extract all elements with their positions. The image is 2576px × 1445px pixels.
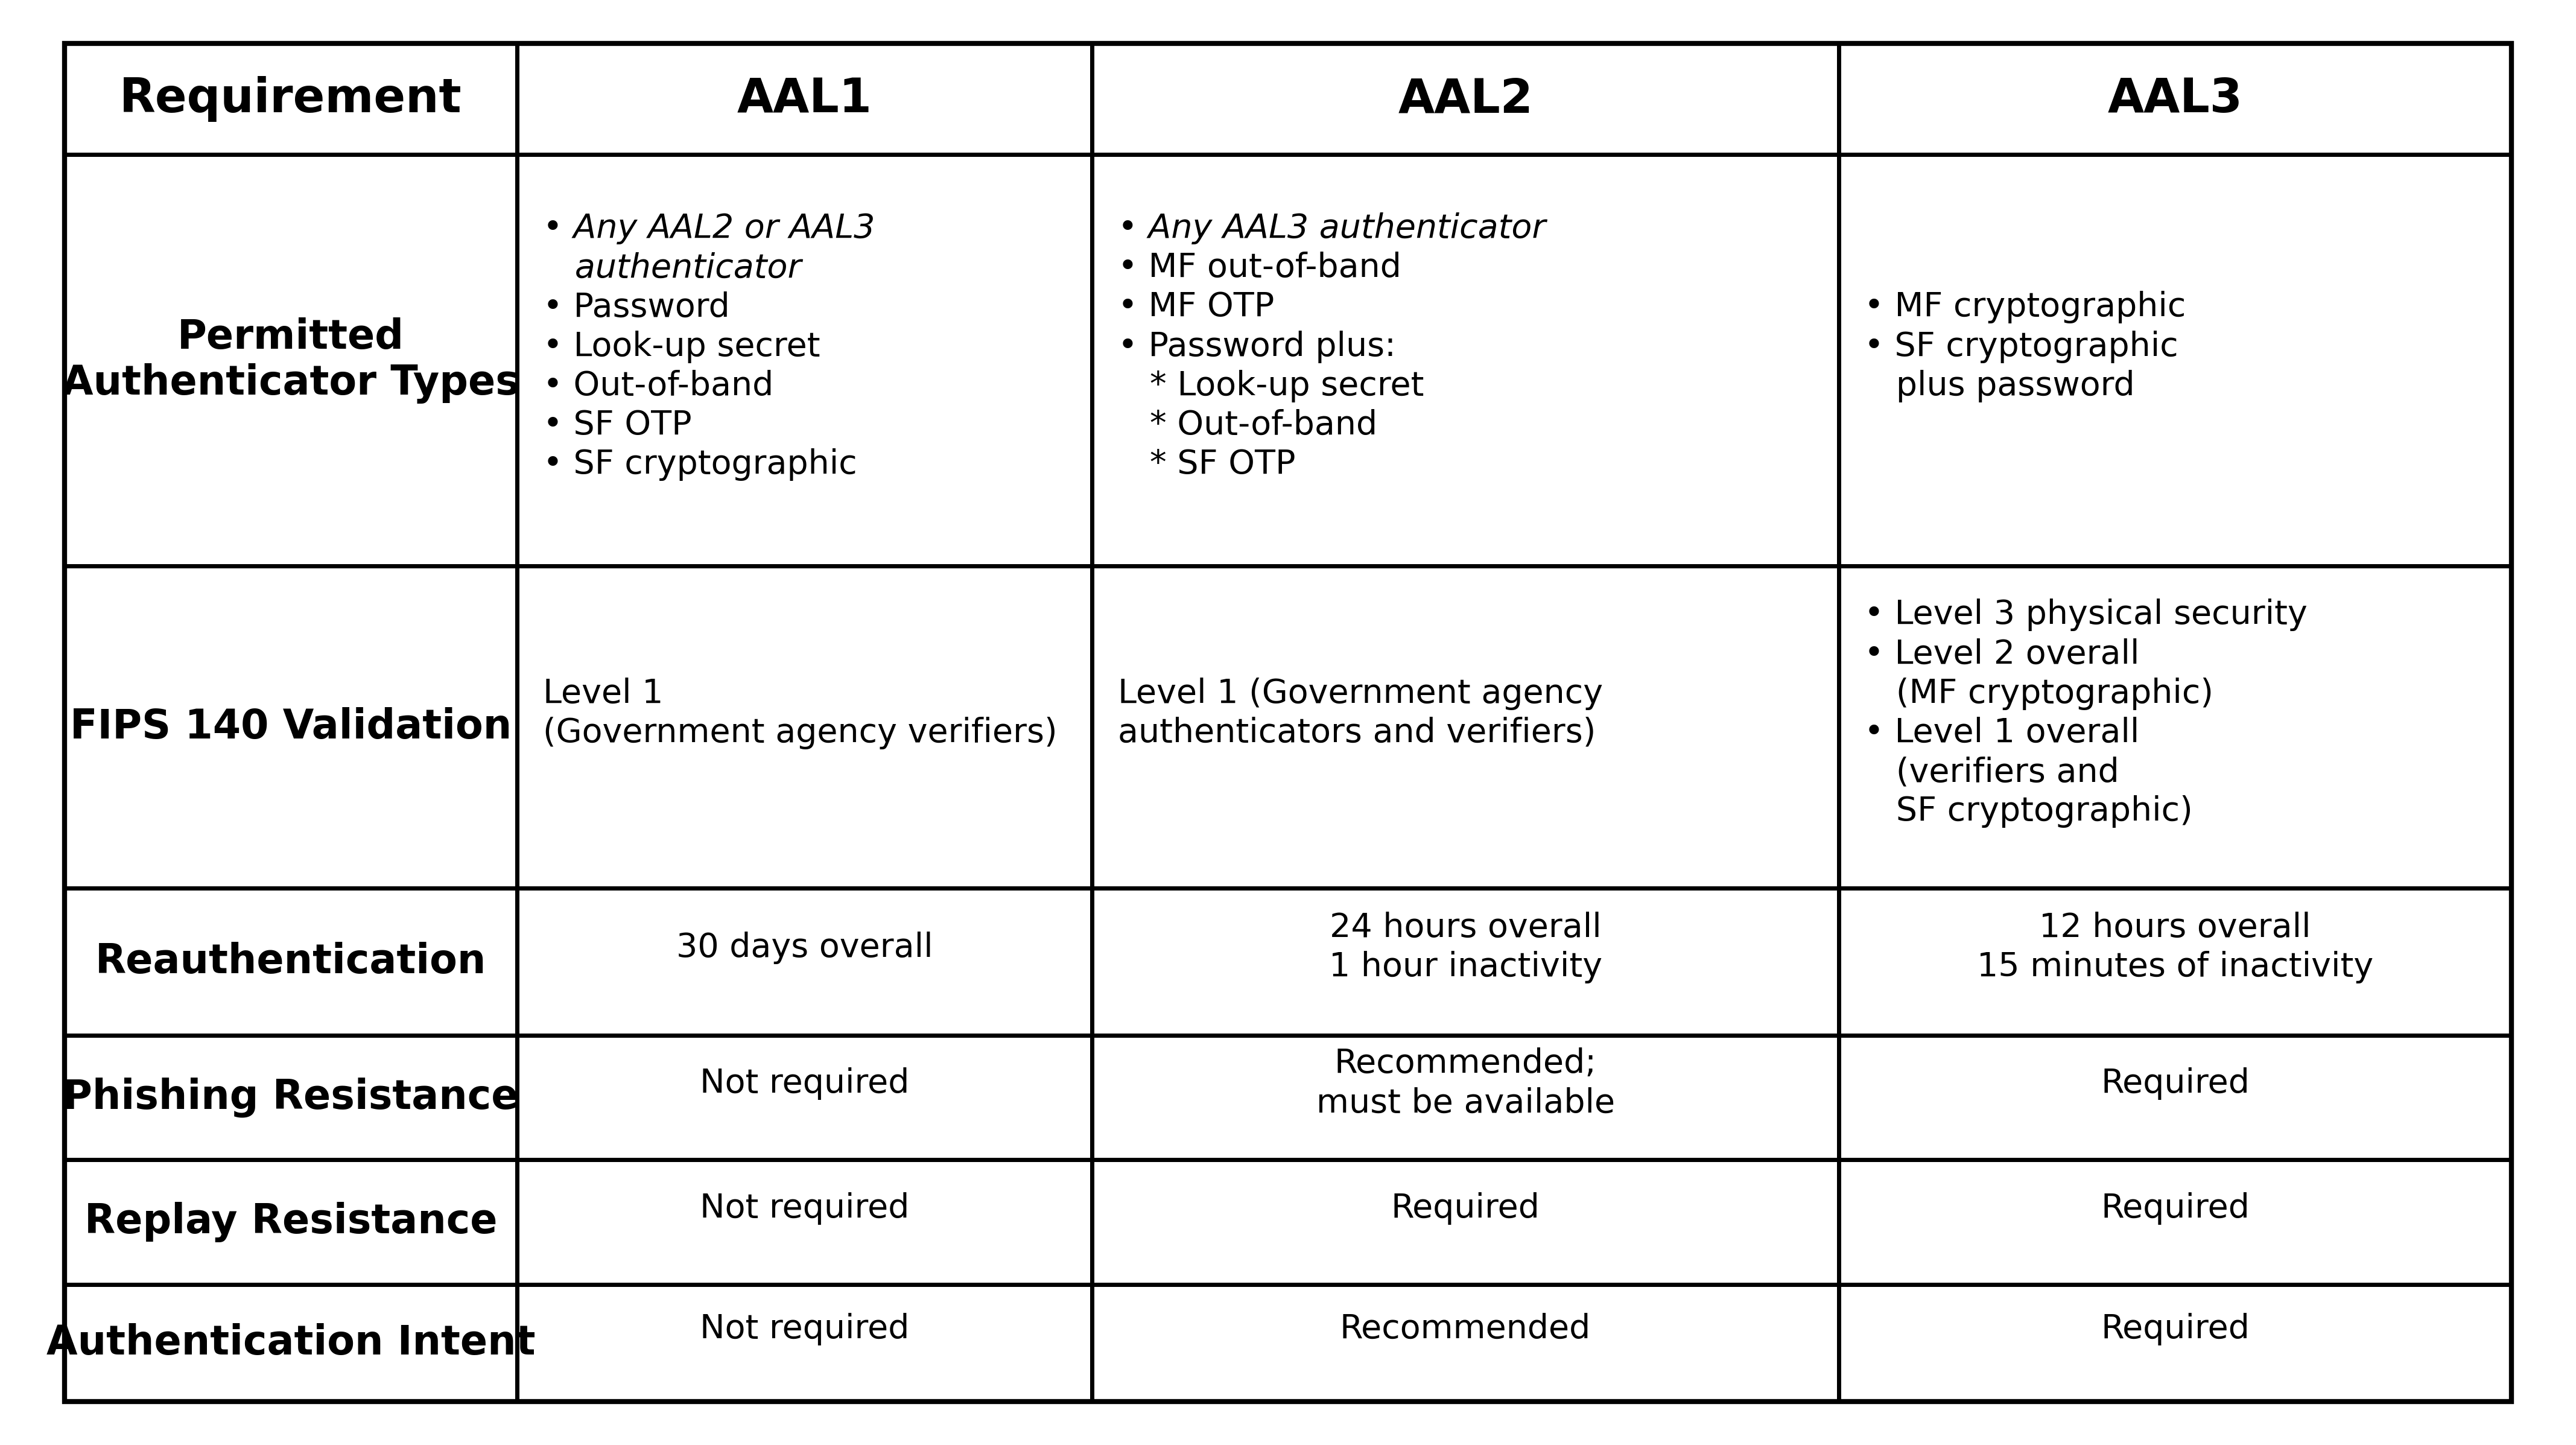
Text: Not required: Not required — [701, 1314, 909, 1345]
Text: AAL1: AAL1 — [737, 77, 873, 121]
Bar — [1839, 43, 2512, 155]
Text: 1 hour inactivity: 1 hour inactivity — [1329, 951, 1602, 984]
Bar — [518, 566, 1092, 887]
Text: • MF out-of-band: • MF out-of-band — [1118, 251, 1401, 285]
Text: Level 1: Level 1 — [544, 678, 662, 709]
Text: • Out-of-band: • Out-of-band — [544, 370, 773, 402]
Text: authenticator: authenticator — [544, 251, 801, 283]
Text: • SF OTP: • SF OTP — [544, 409, 693, 442]
Text: 30 days overall: 30 days overall — [677, 932, 933, 964]
Text: * SF OTP: * SF OTP — [1118, 448, 1296, 481]
Text: Required: Required — [2099, 1192, 2249, 1224]
Text: Not required: Not required — [701, 1068, 909, 1100]
Text: • MF cryptographic: • MF cryptographic — [1865, 290, 2187, 324]
Bar — [64, 566, 518, 887]
Bar — [1092, 155, 1839, 566]
Text: Recommended;: Recommended; — [1334, 1048, 1597, 1081]
Text: Required: Required — [2099, 1314, 2249, 1345]
Bar — [518, 1285, 1092, 1402]
Bar — [64, 43, 518, 155]
Text: • Password: • Password — [544, 290, 729, 324]
Text: Recommended: Recommended — [1340, 1314, 1592, 1345]
Text: FIPS 140 Validation: FIPS 140 Validation — [70, 707, 513, 747]
Bar — [518, 43, 1092, 155]
Bar — [518, 1160, 1092, 1285]
Text: (verifiers and: (verifiers and — [1865, 756, 2120, 789]
Text: • Look-up secret: • Look-up secret — [544, 331, 819, 363]
Text: • Any AAL3 authenticator: • Any AAL3 authenticator — [1118, 212, 1546, 244]
Bar — [64, 1160, 518, 1285]
Bar — [1839, 1285, 2512, 1402]
Text: • SF cryptographic: • SF cryptographic — [544, 448, 858, 481]
Text: authenticators and verifiers): authenticators and verifiers) — [1118, 717, 1597, 750]
Text: • SF cryptographic: • SF cryptographic — [1865, 331, 2179, 363]
Text: 12 hours overall: 12 hours overall — [2040, 912, 2311, 944]
Bar — [1839, 887, 2512, 1035]
Bar — [64, 1035, 518, 1160]
Text: * Look-up secret: * Look-up secret — [1118, 370, 1425, 402]
Text: 15 minutes of inactivity: 15 minutes of inactivity — [1976, 951, 2372, 984]
Text: * Out-of-band: * Out-of-band — [1118, 409, 1378, 442]
Bar — [64, 887, 518, 1035]
Text: Requirement: Requirement — [118, 77, 461, 121]
Bar — [1092, 566, 1839, 887]
Bar — [518, 887, 1092, 1035]
Bar — [64, 155, 518, 566]
Text: must be available: must be available — [1316, 1087, 1615, 1120]
Text: Required: Required — [1391, 1192, 1540, 1224]
Text: Phishing Resistance: Phishing Resistance — [62, 1078, 518, 1117]
Bar — [1839, 1035, 2512, 1160]
Bar — [1092, 887, 1839, 1035]
Bar — [1092, 1035, 1839, 1160]
Bar — [1092, 43, 1839, 155]
Text: • Password plus:: • Password plus: — [1118, 331, 1396, 363]
Text: • Any AAL2 or AAL3: • Any AAL2 or AAL3 — [544, 212, 876, 244]
Text: Replay Resistance: Replay Resistance — [85, 1202, 497, 1243]
Text: (MF cryptographic): (MF cryptographic) — [1865, 678, 2213, 709]
Text: 24 hours overall: 24 hours overall — [1329, 912, 1602, 944]
Bar — [1839, 1160, 2512, 1285]
Text: • Level 2 overall: • Level 2 overall — [1865, 637, 2141, 670]
Text: • MF OTP: • MF OTP — [1118, 290, 1275, 324]
Bar — [1092, 1285, 1839, 1402]
Text: (Government agency verifiers): (Government agency verifiers) — [544, 717, 1056, 750]
Bar — [1839, 566, 2512, 887]
Bar — [64, 1285, 518, 1402]
Text: Reauthentication: Reauthentication — [95, 942, 487, 981]
Bar — [518, 1035, 1092, 1160]
Text: AAL2: AAL2 — [1399, 77, 1533, 121]
Bar — [518, 155, 1092, 566]
Bar — [1839, 155, 2512, 566]
Text: Permitted
Authenticator Types: Permitted Authenticator Types — [62, 318, 520, 403]
Text: AAL3: AAL3 — [2107, 77, 2244, 121]
Text: SF cryptographic): SF cryptographic) — [1865, 795, 2192, 828]
Text: • Level 3 physical security: • Level 3 physical security — [1865, 598, 2308, 631]
Text: Authentication Intent: Authentication Intent — [46, 1324, 536, 1363]
Text: Required: Required — [2099, 1068, 2249, 1100]
Text: Level 1 (Government agency: Level 1 (Government agency — [1118, 678, 1602, 709]
Text: • Level 1 overall: • Level 1 overall — [1865, 717, 2141, 750]
Text: plus password: plus password — [1865, 370, 2136, 402]
Text: Not required: Not required — [701, 1192, 909, 1224]
Bar — [1092, 1160, 1839, 1285]
